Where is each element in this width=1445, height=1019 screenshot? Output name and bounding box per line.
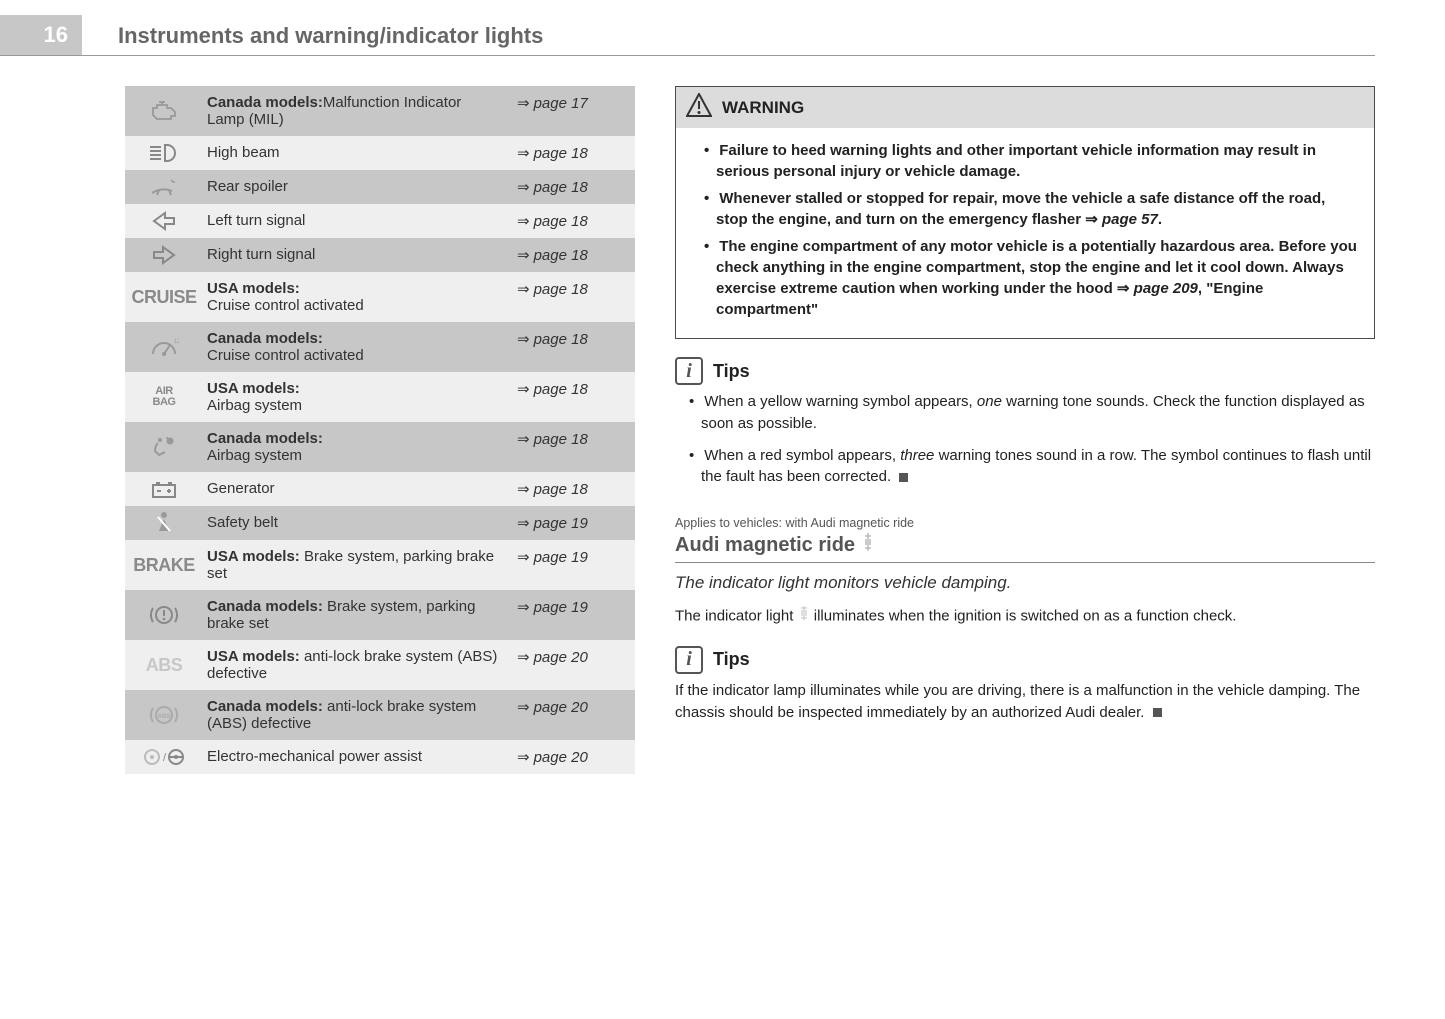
warning-bullet: Whenever stalled or stopped for repair, … [690, 188, 1360, 230]
right-arrow-icon [125, 238, 203, 272]
end-mark-icon [1153, 708, 1162, 717]
tips2-text: If the indicator lamp illuminates while … [675, 680, 1375, 724]
warning-header: WARNING [676, 87, 1374, 128]
tips-bullet: When a yellow warning symbol appears, on… [675, 391, 1375, 435]
spoiler-icon [125, 170, 203, 204]
table-row: ABSUSA models: anti-lock brake system (A… [125, 640, 635, 690]
table-row: AIRBAGUSA models: Airbag system⇒page 18 [125, 372, 635, 422]
indicator-description: USA models: Cruise control activated [203, 272, 511, 322]
abs-circle-icon: ABS [125, 690, 203, 740]
indicator-description: Canada models: Airbag system [203, 422, 511, 472]
table-row: / Electro-mechanical power assist⇒page 20 [125, 740, 635, 774]
cruise-gauge-icon: 12 [125, 322, 203, 372]
page-number-tab: 16 [0, 15, 82, 55]
table-row: Right turn signal⇒page 18 [125, 238, 635, 272]
page-reference: ⇒page 18 [511, 422, 635, 472]
page-title: Instruments and warning/indicator lights [118, 23, 543, 55]
tips-header-text: Tips [713, 649, 750, 670]
page-reference: ⇒page 18 [511, 272, 635, 322]
page-reference: ⇒page 20 [511, 740, 635, 774]
warning-header-text: WARNING [722, 98, 804, 118]
section-subtitle: The indicator light monitors vehicle dam… [675, 573, 1375, 593]
page-reference: ⇒page 20 [511, 640, 635, 690]
engine-icon [125, 86, 203, 136]
svg-text:ABS: ABS [158, 714, 171, 720]
svg-text:12: 12 [174, 339, 179, 345]
indicator-description: USA models: Brake system, parking brake … [203, 540, 511, 590]
seatbelt-icon [125, 506, 203, 540]
table-row: 12 Canada models: Cruise control activate… [125, 322, 635, 372]
battery-icon [125, 472, 203, 506]
indicator-description: USA models: anti-lock brake system (ABS)… [203, 640, 511, 690]
tips-header-1: i Tips [675, 357, 1375, 385]
page-reference: ⇒page 18 [511, 372, 635, 422]
indicator-description: Canada models: anti-lock brake system (A… [203, 690, 511, 740]
warning-bullet: Failure to heed warning lights and other… [690, 140, 1360, 182]
page-reference: ⇒page 18 [511, 170, 635, 204]
indicator-table: Canada models:Malfunction Indicator Lamp… [125, 86, 635, 774]
page-reference: ⇒page 17 [511, 86, 635, 136]
highbeam-icon [125, 136, 203, 170]
table-row: High beam⇒page 18 [125, 136, 635, 170]
indicator-description: Right turn signal [203, 238, 511, 272]
indicator-description: Rear spoiler [203, 170, 511, 204]
info-icon: i [675, 646, 703, 674]
page-reference: ⇒page 18 [511, 204, 635, 238]
warning-triangle-icon [686, 93, 712, 122]
warning-box: WARNING Failure to heed warning lights a… [675, 86, 1375, 339]
steering-icon: / [125, 740, 203, 774]
indicator-description: Left turn signal [203, 204, 511, 238]
page-reference: ⇒page 18 [511, 136, 635, 170]
tips-header-2: i Tips [675, 646, 1375, 674]
tips1-body: When a yellow warning symbol appears, on… [675, 391, 1375, 488]
page-reference: ⇒page 19 [511, 590, 635, 640]
table-row: ABS Canada models: anti-lock brake system… [125, 690, 635, 740]
section-title-text: Audi magnetic ride [675, 534, 855, 557]
indicator-description: Electro-mechanical power assist [203, 740, 511, 774]
left-arrow-icon [125, 204, 203, 238]
cruise-text-icon: CRUISE [125, 272, 203, 322]
indicator-description: High beam [203, 136, 511, 170]
table-row: Safety belt⇒page 19 [125, 506, 635, 540]
page-reference: ⇒page 19 [511, 506, 635, 540]
tips2-body: If the indicator lamp illuminates while … [675, 680, 1375, 724]
warning-bullet: The engine compartment of any motor vehi… [690, 236, 1360, 320]
indicator-description: Generator [203, 472, 511, 506]
table-row: BRAKEUSA models: Brake system, parking b… [125, 540, 635, 590]
indicator-description: Safety belt [203, 506, 511, 540]
table-row: Canada models: Brake system, parking bra… [125, 590, 635, 640]
right-column: WARNING Failure to heed warning lights a… [675, 86, 1375, 774]
page-reference: ⇒page 20 [511, 690, 635, 740]
page-reference: ⇒page 18 [511, 238, 635, 272]
section-body: The indicator light illuminates when the… [675, 605, 1375, 628]
damper-icon [863, 532, 873, 558]
table-row: Left turn signal⇒page 18 [125, 204, 635, 238]
table-row: Generator⇒page 18 [125, 472, 635, 506]
brake-text-icon: BRAKE [125, 540, 203, 590]
warning-body: Failure to heed warning lights and other… [676, 128, 1374, 338]
page-header: 16 Instruments and warning/indicator lig… [0, 0, 1375, 56]
table-row: Rear spoiler⇒page 18 [125, 170, 635, 204]
indicator-description: Canada models: Brake system, parking bra… [203, 590, 511, 640]
tips-header-text: Tips [713, 361, 750, 382]
brake-circle-icon [125, 590, 203, 640]
tips-bullet: When a red symbol appears, three warning… [675, 445, 1375, 489]
svg-text:/: / [163, 752, 167, 764]
damper-icon-inline [800, 605, 808, 628]
table-row: CRUISEUSA models: Cruise control activat… [125, 272, 635, 322]
indicator-description: Canada models: Cruise control activated [203, 322, 511, 372]
page-reference: ⇒page 18 [511, 322, 635, 372]
page-reference: ⇒page 19 [511, 540, 635, 590]
section-title: Audi magnetic ride [675, 532, 1375, 563]
airbag-person-icon [125, 422, 203, 472]
table-row: Canada models:Malfunction Indicator Lamp… [125, 86, 635, 136]
abs-text-icon: ABS [125, 640, 203, 690]
table-row: Canada models: Airbag system⇒page 18 [125, 422, 635, 472]
airbag-text-icon: AIRBAG [125, 372, 203, 422]
applies-note: Applies to vehicles: with Audi magnetic … [675, 516, 1375, 530]
page-reference: ⇒page 18 [511, 472, 635, 506]
indicator-description: USA models: Airbag system [203, 372, 511, 422]
info-icon: i [675, 357, 703, 385]
indicator-description: Canada models:Malfunction Indicator Lamp… [203, 86, 511, 136]
